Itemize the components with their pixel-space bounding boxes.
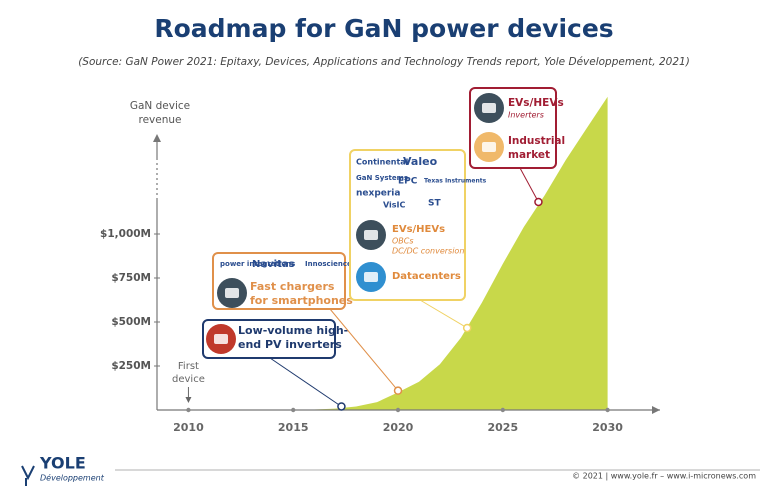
icon-glyph [364,230,378,240]
y-tick-label: $1,000M [100,228,151,240]
logo-text: Valeo [403,155,438,168]
logo-text: EPC [398,177,418,187]
x-axis-arrow [652,406,660,414]
annotation-label: end PV inverters [238,338,342,351]
y-tick-label: $500M [111,316,151,328]
annotation: Low-volume high-end PV inverters [202,319,348,411]
icon-glyph [214,334,228,344]
annotation: EVs/HEVs Inverters Industrial market [469,87,565,207]
y-axis-arrow [153,134,161,142]
annotation-point [534,197,543,207]
annotation-detail: DC/DC conversion [392,247,464,256]
y-tick-label: $250M [111,360,151,372]
annotation-box [349,149,466,301]
x-tick-label: 2030 [592,421,623,434]
logo-text: ST [428,199,441,209]
annotation-point [393,386,403,395]
x-tick-label: 2025 [488,421,519,434]
logo-name: YOLE [39,454,86,473]
logo-text: Continental [356,158,409,167]
icon-glyph [364,272,378,282]
logo-text: Navitas [252,259,295,270]
icon-glyph [482,142,496,152]
logo-text: GaN Systems [356,174,408,182]
annotation-point [462,323,472,333]
logo-mark [21,465,35,486]
x-tick [605,407,610,413]
annotation-leader [419,299,468,329]
revenue-area [272,96,608,410]
annotation-label: market [508,149,550,161]
logo-text: Texas Instruments [424,178,487,185]
icon-glyph [482,103,496,113]
x-tick-label: 2015 [278,421,309,434]
annotation-box [202,319,336,359]
annotation-label: EVs/HEVs [392,224,445,235]
annotation-leader [329,308,399,391]
annotation-label: Low-volume high- [238,324,348,337]
y-tick-label: $750M [111,272,151,284]
footer-text: © 2021 | www.yole.fr – www.i-micronews.c… [572,472,756,481]
y-axis-label-line: revenue [139,114,182,126]
first-device-label: device [172,374,205,385]
x-tick-label: 2020 [383,421,414,434]
annotation-detail: OBCs [392,237,414,246]
annotation-detail: Inverters [508,111,544,120]
annotation-label: Industrial [508,135,565,147]
x-tick [395,407,401,413]
x-tick [186,407,191,413]
logo-text: Innoscience [305,260,352,268]
chart-subtitle: (Source: GaN Power 2021: Epitaxy, Device… [78,56,690,68]
chart-title: Roadmap for GaN power devices [154,14,613,43]
logo-subname: Développement [40,473,105,483]
logo-text: VisIC [383,201,406,210]
annotation-label: EVs/HEVs [508,97,564,109]
annotation-leader [269,357,342,407]
logo-text: nexperia [356,189,400,199]
first-device-label: First [178,361,199,372]
logo-text: power integrations [220,260,295,268]
x-tick [500,407,506,413]
annotation-label: for smartphones [250,294,353,307]
annotation-label: Fast chargers [250,280,335,293]
x-tick [291,407,296,413]
icon-glyph [225,288,239,298]
annotation-leader [519,167,539,203]
first-device-arrowhead [185,397,192,403]
annotation-label: Datacenters [392,271,461,282]
x-tick-label: 2010 [173,421,204,434]
annotation-point [337,402,346,411]
y-axis-label-line: GaN device [130,100,190,112]
